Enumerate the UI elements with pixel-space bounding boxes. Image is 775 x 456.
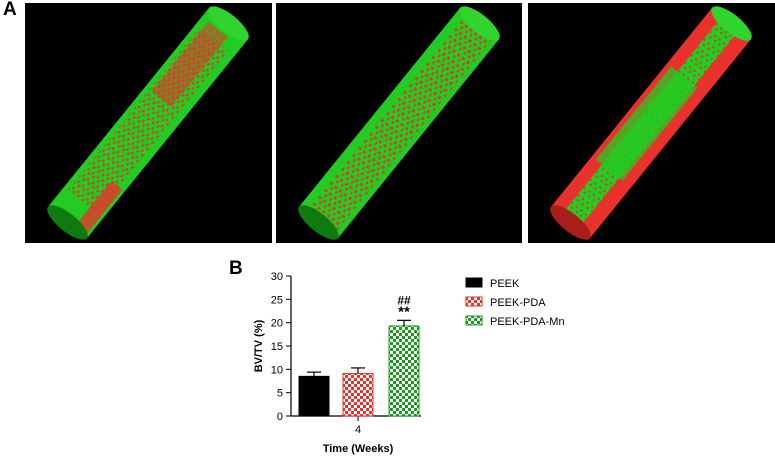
y-tick-label: 20 xyxy=(271,318,283,330)
panel-label-b: B xyxy=(229,258,243,279)
legend-label-peek: PEEK xyxy=(490,278,520,290)
y-tick-label: 25 xyxy=(271,294,283,306)
legend-label-peek-pda: PEEK-PDA xyxy=(490,297,546,309)
x-axis-title: Time (Weeks) xyxy=(323,443,394,455)
y-tick-label: 30 xyxy=(271,271,283,283)
y-tick-label: 0 xyxy=(277,411,283,423)
y-tick-label: 10 xyxy=(271,364,283,376)
panel-label-a: A xyxy=(3,0,17,20)
y-axis-title: BV/TV (%) xyxy=(253,319,265,372)
legend-label-peek-pda-mn: PEEK-PDA-Mn xyxy=(490,316,565,328)
y-tick-label: 5 xyxy=(277,388,283,400)
bar-peek-pda-mn xyxy=(388,325,420,417)
micro-ct-image-peek-pda xyxy=(276,3,522,243)
significance-annotation: ## xyxy=(397,293,411,307)
chart-legend: PEEK PEEK-PDA PEEK-PDA-Mn xyxy=(465,277,565,328)
significance-annotation: ** xyxy=(398,303,410,320)
x-tick-label: 4 xyxy=(355,424,361,436)
micro-ct-image-peek xyxy=(25,3,272,243)
y-tick-label: 15 xyxy=(271,341,283,353)
legend-swatch-peek-pda-mn xyxy=(465,315,483,326)
legend-swatch-peek-pda xyxy=(465,296,483,307)
chart-bars: ##** xyxy=(298,293,420,417)
legend-swatch-peek xyxy=(465,277,483,288)
micro-ct-image-peek-pda-mn xyxy=(528,3,775,243)
bar-peek-pda xyxy=(342,373,374,417)
bar-peek xyxy=(298,375,330,417)
